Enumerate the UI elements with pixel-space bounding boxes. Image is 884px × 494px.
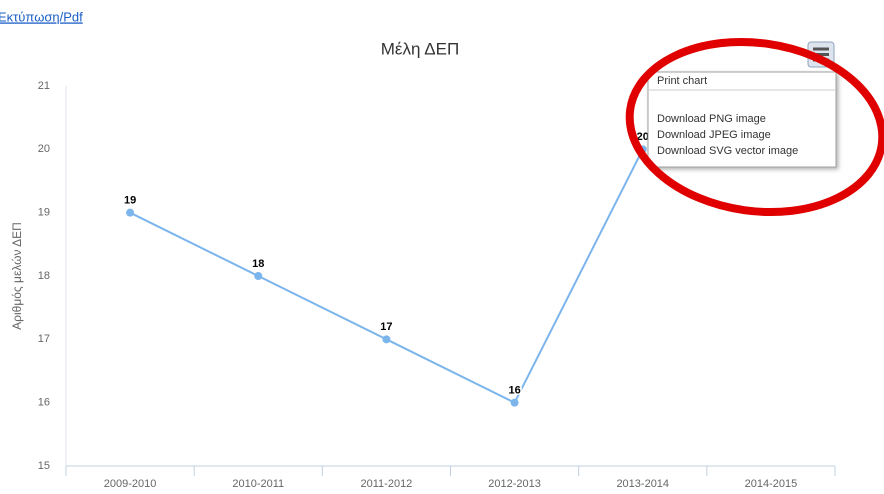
menu-item[interactable]: Download JPEG image (657, 129, 771, 141)
x-tick-label: 2011-2012 (361, 478, 413, 489)
y-tick-label: 15 (38, 460, 50, 472)
y-tick-label: 19 (38, 207, 50, 219)
x-tick-label: 2014-2015 (745, 478, 798, 489)
menu-item[interactable]: Print chart (657, 75, 707, 87)
y-tick-label: 17 (38, 333, 50, 345)
menu-item[interactable]: Download PNG image (657, 113, 766, 125)
point (126, 208, 135, 217)
y-tick-label: 21 (38, 80, 50, 92)
menu-panel (647, 71, 837, 168)
y-tick-label: 18 (38, 270, 50, 282)
data-label: 18 (252, 258, 264, 270)
x-tick-label: 2009-2010 (104, 478, 157, 489)
plot: 15 16 17 18 19 20 21 2009-2010 2010-2011 2011-201… (38, 80, 836, 490)
x-tick-label: 2013-2014 (616, 478, 669, 489)
point (382, 335, 391, 344)
point (254, 272, 263, 280)
y-tick-label: 16 (38, 397, 50, 409)
series-line (129, 148, 644, 405)
data-label: 16 (508, 385, 520, 397)
highlight-circle (625, 37, 884, 217)
print-link[interactable]: Εκτύπωση/Pdf (0, 9, 83, 24)
data-label: 17 (380, 321, 392, 333)
chart-title: Μέλη ΔΕΠ (381, 39, 459, 58)
data-label: 19 (124, 195, 136, 207)
x-tick-label: 2010-2011 (232, 478, 284, 489)
y-axis-title: Αριθμός μελών ΔΕΠ (10, 222, 24, 330)
point (510, 398, 519, 407)
x-tick-label: 2012-2013 (488, 478, 541, 489)
menu-item[interactable]: Download SVG vector image (657, 145, 798, 157)
y-tick-label: 20 (38, 143, 50, 155)
export-menu: Print chart Download PNG image Download … (647, 41, 837, 168)
